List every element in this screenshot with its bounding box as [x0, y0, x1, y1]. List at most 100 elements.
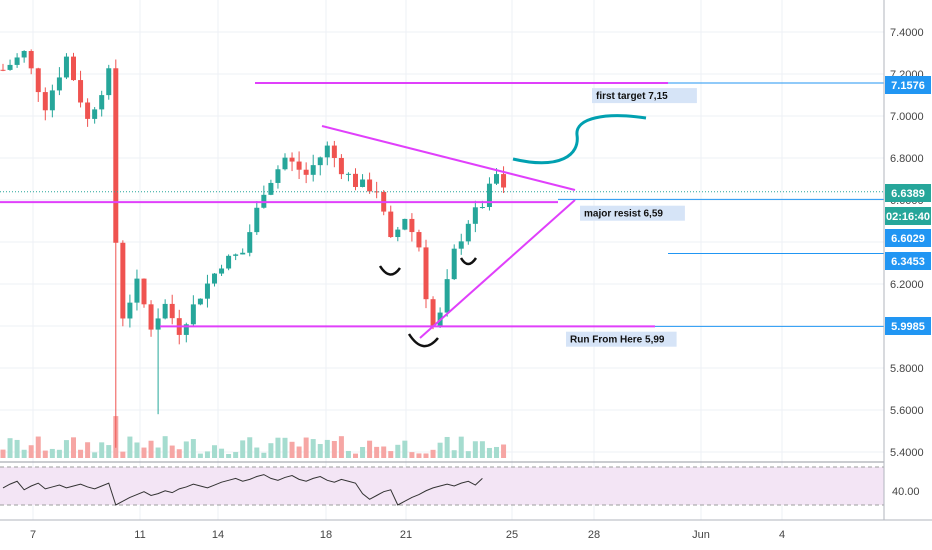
- volume-bar: [289, 441, 295, 458]
- candle-body: [212, 273, 217, 284]
- candle-body: [409, 218, 415, 233]
- price-tag-box: [885, 317, 931, 335]
- rsi-pane: [0, 461, 932, 506]
- candle-body: [360, 179, 366, 187]
- price-tag-label: 7.1576: [891, 80, 925, 92]
- time-tick-label: 28: [588, 529, 600, 541]
- volume-bar: [240, 440, 246, 458]
- volume-bar: [423, 453, 429, 458]
- volume-bar: [430, 449, 436, 458]
- candle-body: [479, 207, 485, 209]
- candle-body: [486, 183, 492, 208]
- volume-bar: [21, 449, 27, 458]
- volume-bar: [275, 437, 281, 458]
- candle-body: [472, 207, 478, 224]
- volume-bar: [176, 449, 182, 458]
- candle-body: [233, 254, 239, 256]
- volume-bar: [409, 452, 415, 458]
- candle-body: [63, 56, 69, 78]
- volume-bar: [310, 439, 316, 458]
- candle-body: [0, 69, 6, 71]
- price-tag-label: 6.6029: [891, 233, 925, 245]
- volume-bar: [120, 451, 126, 458]
- volume-bars: [0, 416, 507, 458]
- candle-body: [78, 80, 84, 103]
- price-tag-label: 6.6389: [891, 188, 925, 200]
- candle-body: [494, 174, 499, 184]
- candle-body: [42, 92, 48, 111]
- volume-bar: [303, 437, 309, 458]
- volume-bar: [395, 444, 401, 458]
- price-tags: 7.1576 6.6389 02:16:40 6.6029 6.3453 5.9985: [885, 76, 931, 335]
- candle-body: [303, 169, 309, 175]
- volume-bar: [99, 442, 105, 458]
- time-tick-label: 11: [134, 529, 145, 541]
- volume-bar: [141, 447, 147, 458]
- price-tick-label: 7.4000: [890, 27, 924, 39]
- volume-bar: [233, 452, 239, 458]
- annotation-box: [566, 331, 677, 347]
- volume-bar: [479, 441, 485, 458]
- candle-body: [289, 157, 295, 162]
- projection-curve: [512, 114, 647, 165]
- volume-bar: [268, 443, 274, 458]
- candle-body: [247, 232, 253, 253]
- candle-body: [21, 51, 27, 58]
- candle-body: [148, 304, 154, 330]
- time-tick-label: 18: [320, 529, 332, 541]
- volume-bar: [14, 439, 20, 458]
- volume-bar: [367, 440, 373, 458]
- price-tag-box: [885, 229, 931, 247]
- candle-body: [465, 223, 471, 242]
- candle-body: [197, 298, 203, 305]
- volume-bar: [127, 436, 133, 458]
- time-tick-label: 7: [30, 529, 36, 541]
- candle-body: [71, 56, 76, 81]
- candle-body: [353, 173, 358, 187]
- volume-bar: [28, 445, 34, 458]
- rsi-tick-label: 40.00: [892, 486, 920, 498]
- volume-bar: [78, 449, 84, 458]
- volume-bar: [212, 445, 217, 458]
- candle-body: [331, 145, 337, 158]
- volume-bar: [92, 452, 98, 458]
- price-tick-label: 5.6000: [890, 405, 924, 417]
- volume-bar: [317, 444, 323, 458]
- volume-bar: [416, 453, 422, 458]
- candle-body: [367, 179, 373, 192]
- candle-body: [275, 169, 281, 183]
- volume-bar: [162, 436, 168, 458]
- volume-bar: [247, 437, 253, 458]
- volume-bar: [197, 453, 203, 458]
- candle-body: [423, 247, 429, 300]
- price-tick-label: 6.8000: [890, 153, 924, 165]
- descending-trendline: [321, 125, 576, 191]
- candle-body: [183, 324, 189, 335]
- candle-body: [310, 165, 316, 175]
- time-tick-label: 14: [212, 529, 224, 541]
- volume-bar: [494, 446, 499, 458]
- candle-body: [120, 242, 126, 319]
- candle-body: [451, 248, 457, 280]
- trend-drawings: first target 7,15 major resist 6,59 Run Fr…: [0, 82, 884, 348]
- time-axis: 7 11 14 18 21 25 28 Jun 4: [0, 519, 932, 541]
- volume-bar: [190, 439, 196, 458]
- volume-bar: [381, 446, 387, 458]
- time-tick-label: 4: [779, 529, 785, 541]
- volume-bar: [282, 437, 288, 458]
- volume-bar: [402, 440, 408, 458]
- candle-body: [458, 241, 464, 249]
- candle-body: [282, 157, 288, 170]
- volume-bar: [85, 442, 91, 458]
- volume-bar: [7, 438, 13, 458]
- volume-bar: [338, 436, 344, 458]
- price-tag-box: [885, 252, 931, 270]
- candle-body: [14, 57, 20, 65]
- annotation-text: major resist 6,59: [584, 209, 663, 220]
- candle-body: [28, 51, 34, 69]
- candle-body: [85, 102, 91, 119]
- candle-body: [162, 303, 168, 319]
- volume-bar: [360, 446, 366, 458]
